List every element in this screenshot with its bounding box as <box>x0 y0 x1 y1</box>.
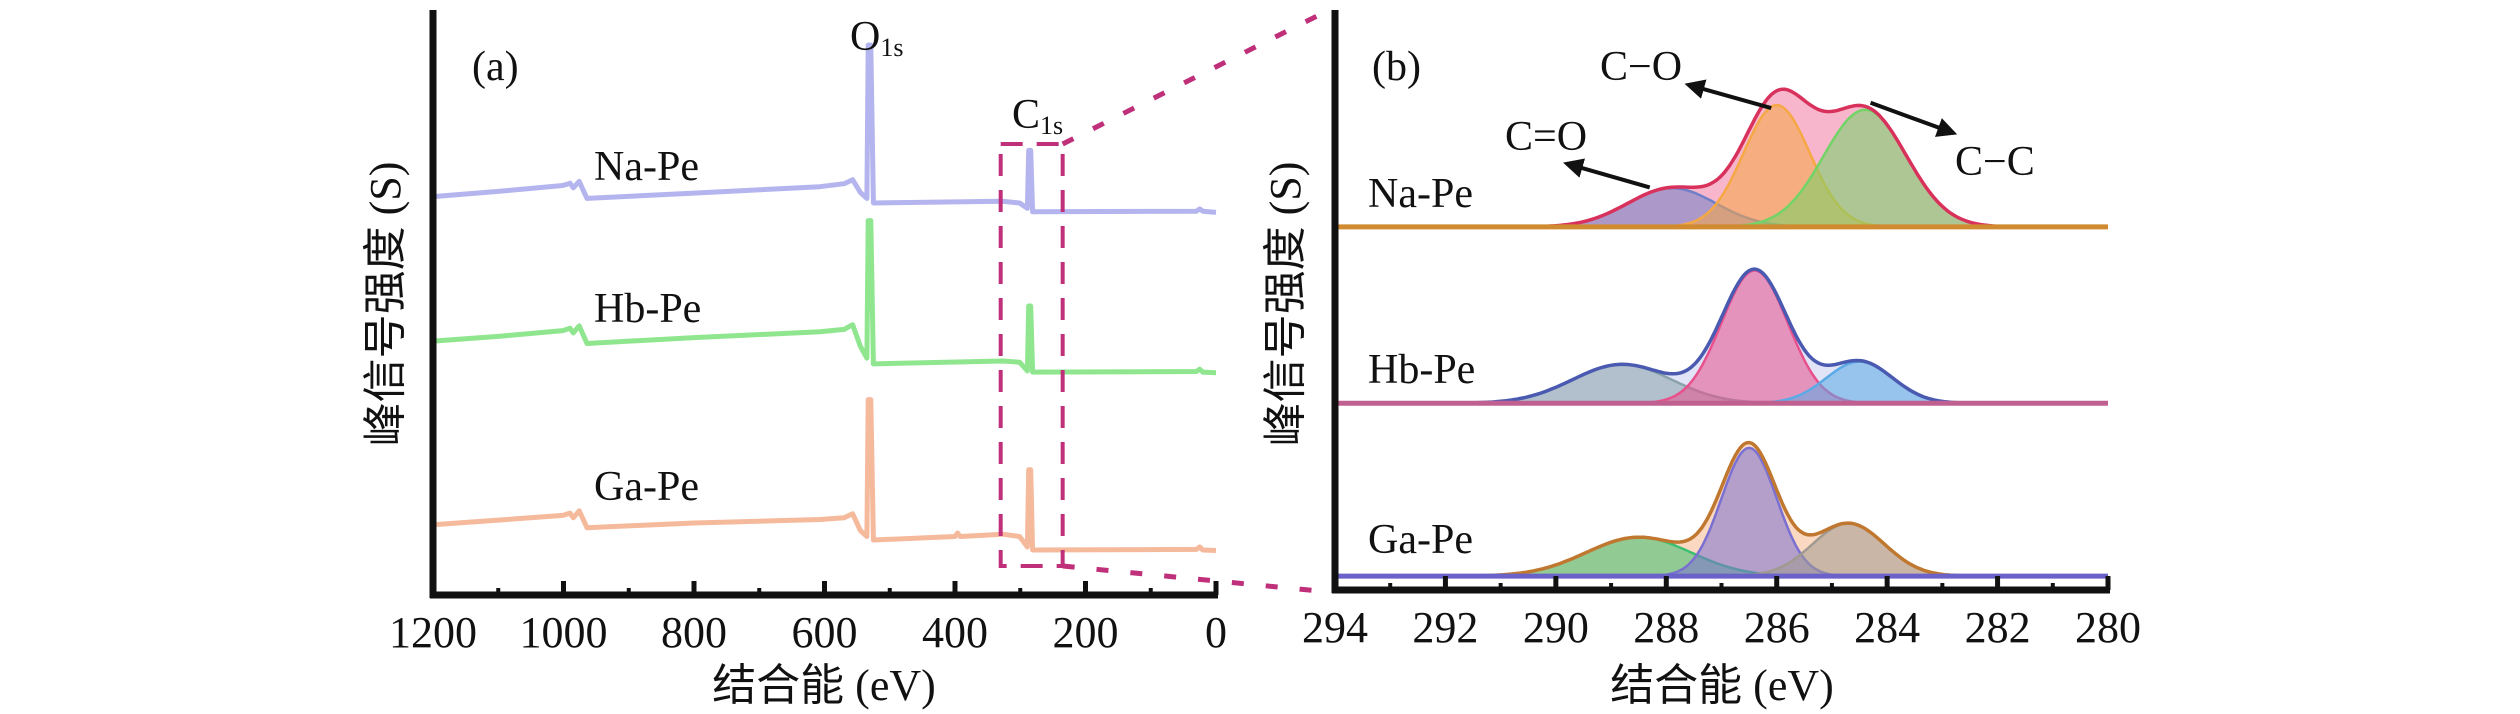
series-label-na-pe-b: Na-Pe <box>1368 171 1473 217</box>
o1s-label: O1s <box>850 14 903 62</box>
panel-b-xlabel: 结合能 (eV) <box>1610 661 1834 710</box>
x-tick-label: 800 <box>661 608 727 657</box>
c1s-label: C1s <box>1012 92 1063 140</box>
x-tick-label: 200 <box>1053 608 1119 657</box>
panel-a-xlabel: 结合能 (eV) <box>712 661 936 710</box>
x-tick-label: 400 <box>922 608 988 657</box>
x-tick-label: 284 <box>1854 603 1920 652</box>
panel-a-label: (a) <box>472 44 519 90</box>
x-tick-label: 292 <box>1412 603 1478 652</box>
annotation-arrow-c-o <box>1684 79 1772 110</box>
x-tick-label: 1000 <box>520 608 608 657</box>
annotation-c-o: C−O <box>1600 44 1682 90</box>
series-line-na-pe <box>432 42 1217 215</box>
annotation-c-c: C−C <box>1955 139 2035 185</box>
panel-a-ylabel: 峰信号强度 (S) <box>361 162 410 447</box>
panel-a-survey: 1200 1000 800 600 400 200 0 <box>389 10 1227 657</box>
x-tick-label: 0 <box>1205 608 1227 657</box>
x-tick-label: 290 <box>1523 603 1589 652</box>
series-label-ga-pe-b: Ga-Pe <box>1368 517 1473 563</box>
panel-b-c1s-fit: 294 292 290 288 286 284 282 280 <box>1302 10 2141 652</box>
series-label-na-pe-a: Na-Pe <box>594 144 699 190</box>
series-line-hb-pe <box>432 218 1217 376</box>
series-line-ga-pe <box>432 397 1217 553</box>
annotation-c-double-o: C=O <box>1505 114 1587 160</box>
series-label-ga-pe-a: Ga-Pe <box>594 464 699 510</box>
zoom-connector-bottom <box>1062 563 1330 595</box>
annotation-arrow-c-o <box>1563 158 1651 190</box>
zoom-connector-top <box>1061 7 1331 147</box>
series-label-hb-pe-b: Hb-Pe <box>1368 347 1475 393</box>
zoom-connectors <box>998 7 1331 595</box>
x-tick-label: 1200 <box>389 608 477 657</box>
zoom-box <box>998 142 1065 568</box>
x-tick-label: 600 <box>792 608 858 657</box>
panel-b-ylabel: 峰信号强度 (S) <box>1261 162 1310 447</box>
x-tick-label: 280 <box>2075 603 2141 652</box>
annotation-arrow-c-c <box>1869 100 1958 137</box>
x-tick-label: 294 <box>1302 603 1368 652</box>
x-tick-label: 286 <box>1744 603 1810 652</box>
series-label-hb-pe-a: Hb-Pe <box>594 286 701 332</box>
x-tick-label: 288 <box>1633 603 1699 652</box>
panel-b-label: (b) <box>1372 44 1421 90</box>
x-tick-label: 282 <box>1965 603 2031 652</box>
envelope-line-hb-pe <box>1456 267 2017 405</box>
envelope-line-ga-pe <box>1456 440 2017 578</box>
